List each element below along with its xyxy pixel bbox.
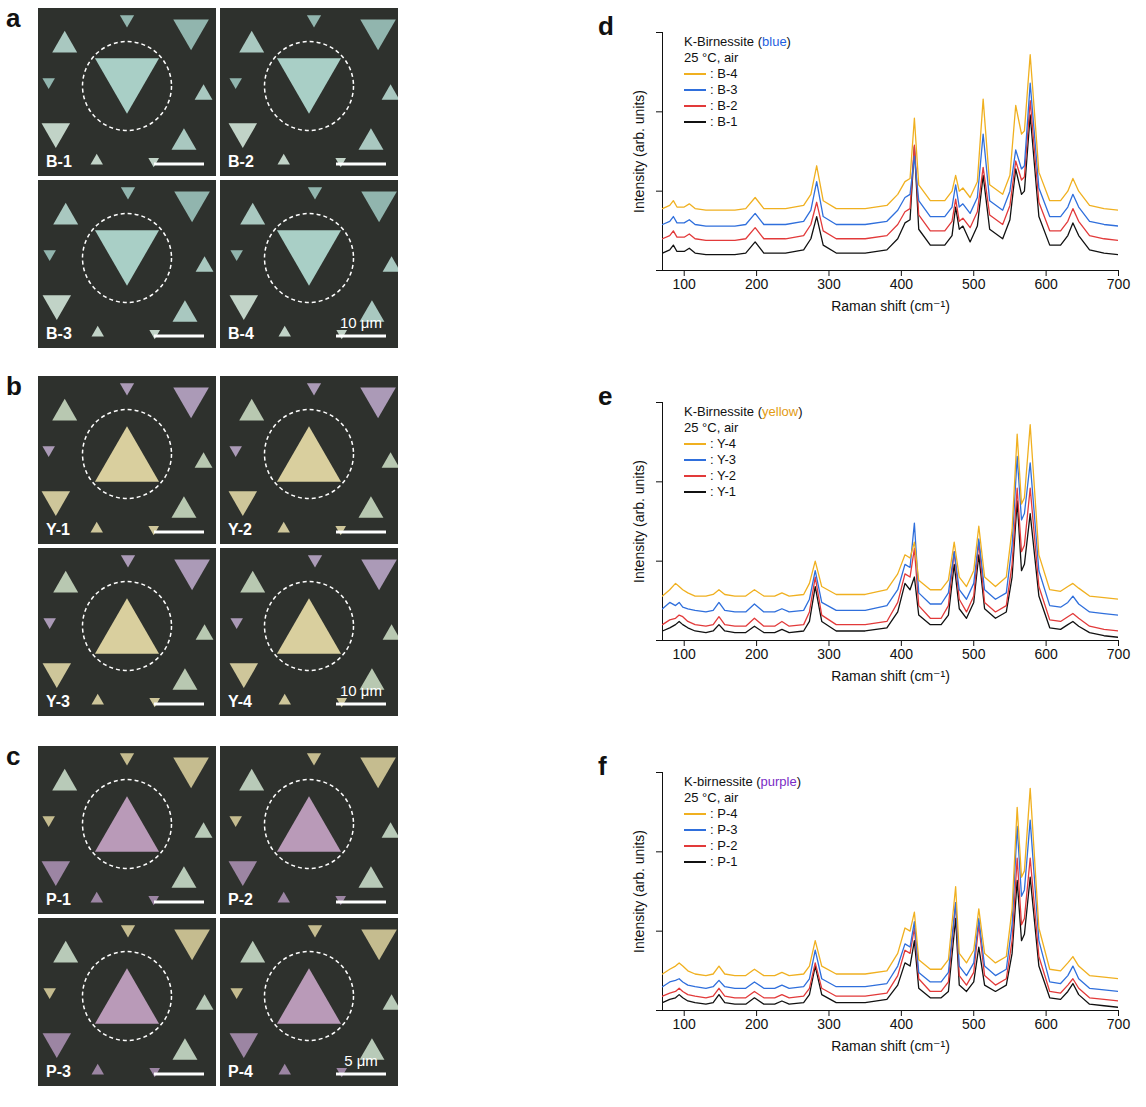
html-text:: P-2: : P-2 [710,838,738,853]
html-text:: P-3: : P-3 [710,822,738,837]
html-text:: Y-2: : Y-2 [710,468,736,483]
svg-text:600: 600 [1034,276,1058,292]
svg-text:200: 200 [745,1016,769,1032]
html-text:: P-1: : P-1 [710,854,738,869]
svg-text:700: 700 [1107,1016,1131,1032]
html-text:K-Birnessite (blue): K-Birnessite (blue) [684,34,791,49]
html-text:: Y-1: : Y-1 [710,484,736,499]
svg-text:200: 200 [745,646,769,662]
svg-text:100: 100 [673,646,697,662]
svg-text:200: 200 [745,276,769,292]
svg-text:600: 600 [1034,1016,1058,1032]
html-text:a: a [6,3,21,33]
svg-text:Raman shift (cm⁻¹): Raman shift (cm⁻¹) [831,668,950,684]
svg-text:700: 700 [1107,646,1131,662]
html-text:: B-1: : B-1 [710,114,738,129]
svg-text:700: 700 [1107,276,1131,292]
html-text:e: e [598,381,613,411]
svg-text:300: 300 [817,646,841,662]
svg-text:500: 500 [962,646,986,662]
svg-text:B-4: B-4 [228,325,254,342]
html-text:25 °C, air: 25 °C, air [684,790,739,805]
html-text:d: d [598,11,614,41]
html-text:c: c [6,741,21,771]
svg-text:500: 500 [962,276,986,292]
svg-text:10 μm: 10 μm [340,314,382,331]
svg-text:400: 400 [890,1016,914,1032]
svg-text:10 μm: 10 μm [340,682,382,699]
svg-text:600: 600 [1034,646,1058,662]
svg-text:Intensity (arb. units): Intensity (arb. units) [631,460,647,583]
svg-text:P-1: P-1 [46,891,71,908]
html-text:: B-3: : B-3 [710,82,738,97]
svg-text:Raman shift (cm⁻¹): Raman shift (cm⁻¹) [831,1038,950,1054]
svg-text:Y-1: Y-1 [46,521,70,538]
html-text:: B-2: : B-2 [710,98,738,113]
svg-text:Intensity (arb. units): Intensity (arb. units) [631,830,647,953]
svg-text:B-1: B-1 [46,153,72,170]
html-text:: P-4: : P-4 [710,806,738,821]
html-text:: B-4: : B-4 [710,66,738,81]
html-text:25 °C, air: 25 °C, air [684,50,739,65]
html-text:: Y-3: : Y-3 [710,452,736,467]
html-text:K-Birnessite (yellow): K-Birnessite (yellow) [684,404,803,419]
svg-text:Y-2: Y-2 [228,521,252,538]
svg-text:300: 300 [817,1016,841,1032]
svg-text:P-4: P-4 [228,1063,253,1080]
svg-text:P-2: P-2 [228,891,253,908]
svg-text:100: 100 [673,1016,697,1032]
svg-text:B-2: B-2 [228,153,254,170]
svg-text:400: 400 [890,646,914,662]
html-text:b: b [6,371,22,401]
html-text:25 °C, air: 25 °C, air [684,420,739,435]
html-text:f: f [598,751,607,781]
svg-text:Y-4: Y-4 [228,693,252,710]
svg-text:500: 500 [962,1016,986,1032]
svg-text:Y-3: Y-3 [46,693,70,710]
svg-text:300: 300 [817,276,841,292]
svg-text:Raman shift (cm⁻¹): Raman shift (cm⁻¹) [831,298,950,314]
html-text:: Y-4: : Y-4 [710,436,736,451]
svg-text:5 μm: 5 μm [344,1052,378,1069]
svg-text:B-3: B-3 [46,325,72,342]
svg-text:P-3: P-3 [46,1063,71,1080]
html-text:K-birnessite (purple): K-birnessite (purple) [684,774,802,789]
svg-text:400: 400 [890,276,914,292]
svg-text:100: 100 [673,276,697,292]
svg-text:Intensity (arb. units): Intensity (arb. units) [631,90,647,213]
